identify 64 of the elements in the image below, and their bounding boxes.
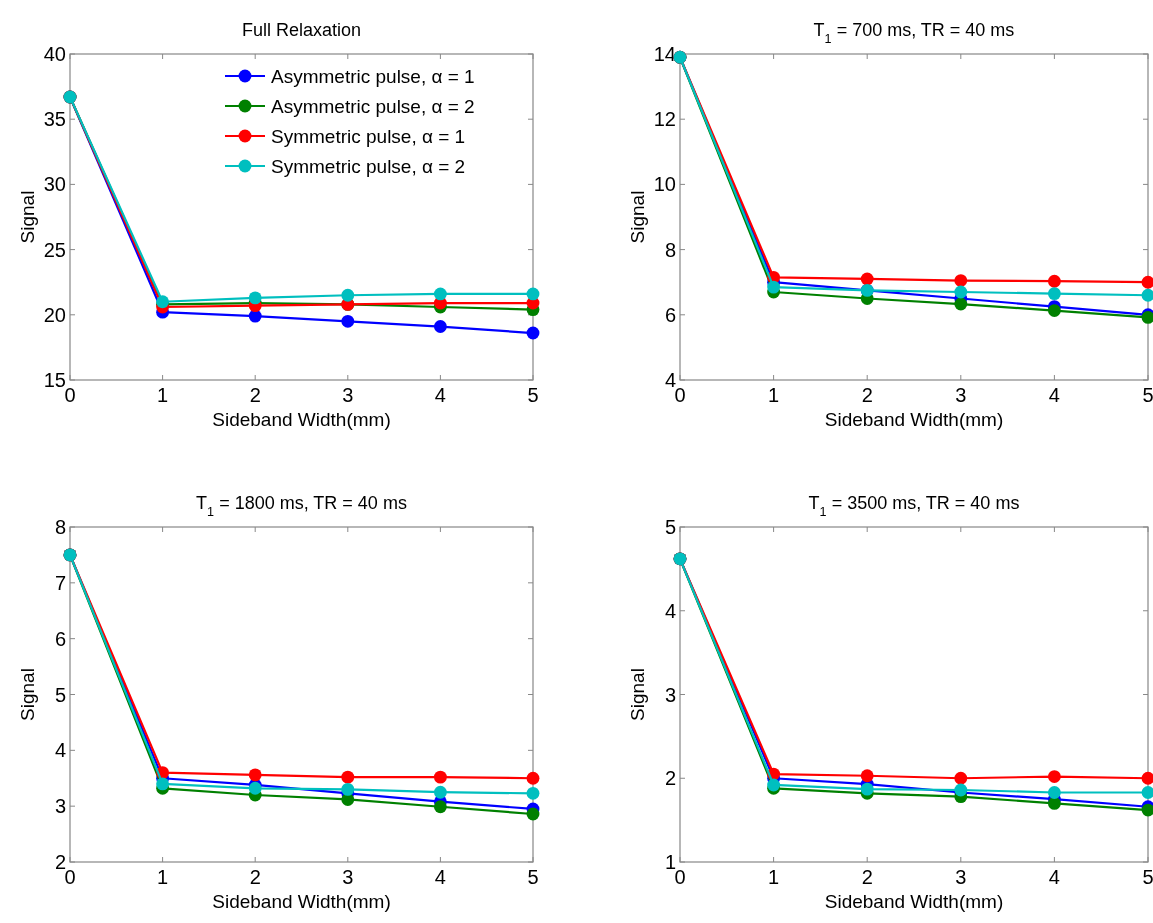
x-tick-label: 1 bbox=[157, 384, 169, 406]
x-tick-label: 5 bbox=[527, 384, 539, 406]
y-tick-label: 14 bbox=[653, 43, 676, 65]
x-axis-title: Sideband Width(mm) bbox=[824, 891, 1004, 912]
x-tick-label: 1 bbox=[768, 384, 780, 406]
chart-title: T$_{1}$ = 700 ms, TR = 40 ms bbox=[813, 20, 1015, 46]
y-tick-label: 3 bbox=[54, 795, 66, 818]
y-tick-label: 6 bbox=[664, 303, 676, 326]
y-tick-label: 1 bbox=[664, 851, 676, 873]
y-tick-label: 12 bbox=[653, 108, 676, 131]
y-tick-label: 2 bbox=[664, 767, 676, 790]
y-tick-label: 5 bbox=[54, 683, 66, 706]
y-tick-label: 7 bbox=[54, 571, 66, 594]
y-tick-label: 8 bbox=[664, 238, 676, 261]
x-tick-label: 4 bbox=[1048, 866, 1060, 888]
x-tick-label: 4 bbox=[1048, 384, 1060, 406]
y-tick-label: 40 bbox=[43, 43, 66, 65]
x-tick-label: 0 bbox=[674, 866, 686, 888]
x-tick-label: 2 bbox=[249, 866, 261, 888]
x-tick-label: 3 bbox=[955, 866, 967, 888]
x-tick-label: 0 bbox=[674, 384, 686, 406]
y-axis-title: Signal bbox=[17, 668, 38, 721]
x-tick-label: 5 bbox=[1142, 384, 1153, 406]
x-tick-label: 1 bbox=[768, 866, 780, 888]
legend-label: Symmetric pulse, α = 2 bbox=[271, 155, 466, 177]
x-tick-label: 3 bbox=[342, 866, 354, 888]
legend-label: Symmetric pulse, α = 1 bbox=[271, 125, 466, 147]
y-tick-label: 30 bbox=[43, 173, 66, 196]
y-tick-label: 3 bbox=[664, 683, 676, 706]
x-tick-label: 1 bbox=[157, 866, 169, 888]
x-axis-title: Sideband Width(mm) bbox=[212, 409, 391, 430]
y-tick-label: 35 bbox=[43, 108, 66, 131]
y-tick-label: 4 bbox=[664, 599, 676, 622]
legend-label: Asymmetric pulse, α = 1 bbox=[271, 65, 475, 87]
y-tick-label: 25 bbox=[43, 238, 66, 261]
y-axis-title: Signal bbox=[627, 190, 648, 244]
x-tick-label: 4 bbox=[434, 384, 446, 406]
chart-title: Full Relaxation bbox=[241, 20, 362, 40]
x-tick-label: 0 bbox=[64, 866, 76, 888]
y-axis-title: Signal bbox=[627, 668, 648, 721]
chart-title: T$_{1}$ = 3500 ms, TR = 40 ms bbox=[808, 493, 1020, 519]
x-tick-label: 3 bbox=[342, 384, 354, 406]
y-tick-label: 10 bbox=[653, 173, 676, 196]
y-tick-label: 2 bbox=[54, 851, 66, 873]
y-tick-label: 6 bbox=[54, 627, 66, 650]
x-axis-title: Sideband Width(mm) bbox=[824, 409, 1004, 430]
x-tick-label: 2 bbox=[249, 384, 261, 406]
y-tick-label: 5 bbox=[664, 516, 676, 538]
y-axis-title: Signal bbox=[17, 190, 38, 244]
y-tick-label: 20 bbox=[43, 303, 66, 326]
x-tick-label: 4 bbox=[434, 866, 446, 888]
x-tick-label: 3 bbox=[955, 384, 967, 406]
x-tick-label: 2 bbox=[861, 866, 873, 888]
x-tick-label: 2 bbox=[861, 384, 873, 406]
y-tick-label: 8 bbox=[54, 516, 66, 538]
x-tick-label: 0 bbox=[64, 384, 76, 406]
x-tick-label: 5 bbox=[527, 866, 539, 888]
x-tick-label: 5 bbox=[1142, 866, 1153, 888]
y-tick-label: 15 bbox=[43, 369, 66, 391]
legend-label: Asymmetric pulse, α = 2 bbox=[271, 95, 475, 117]
x-axis-title: Sideband Width(mm) bbox=[212, 891, 391, 912]
chart-title: T$_{1}$ = 1800 ms, TR = 40 ms bbox=[196, 493, 407, 519]
y-tick-label: 4 bbox=[54, 739, 66, 762]
y-tick-label: 4 bbox=[664, 369, 676, 391]
